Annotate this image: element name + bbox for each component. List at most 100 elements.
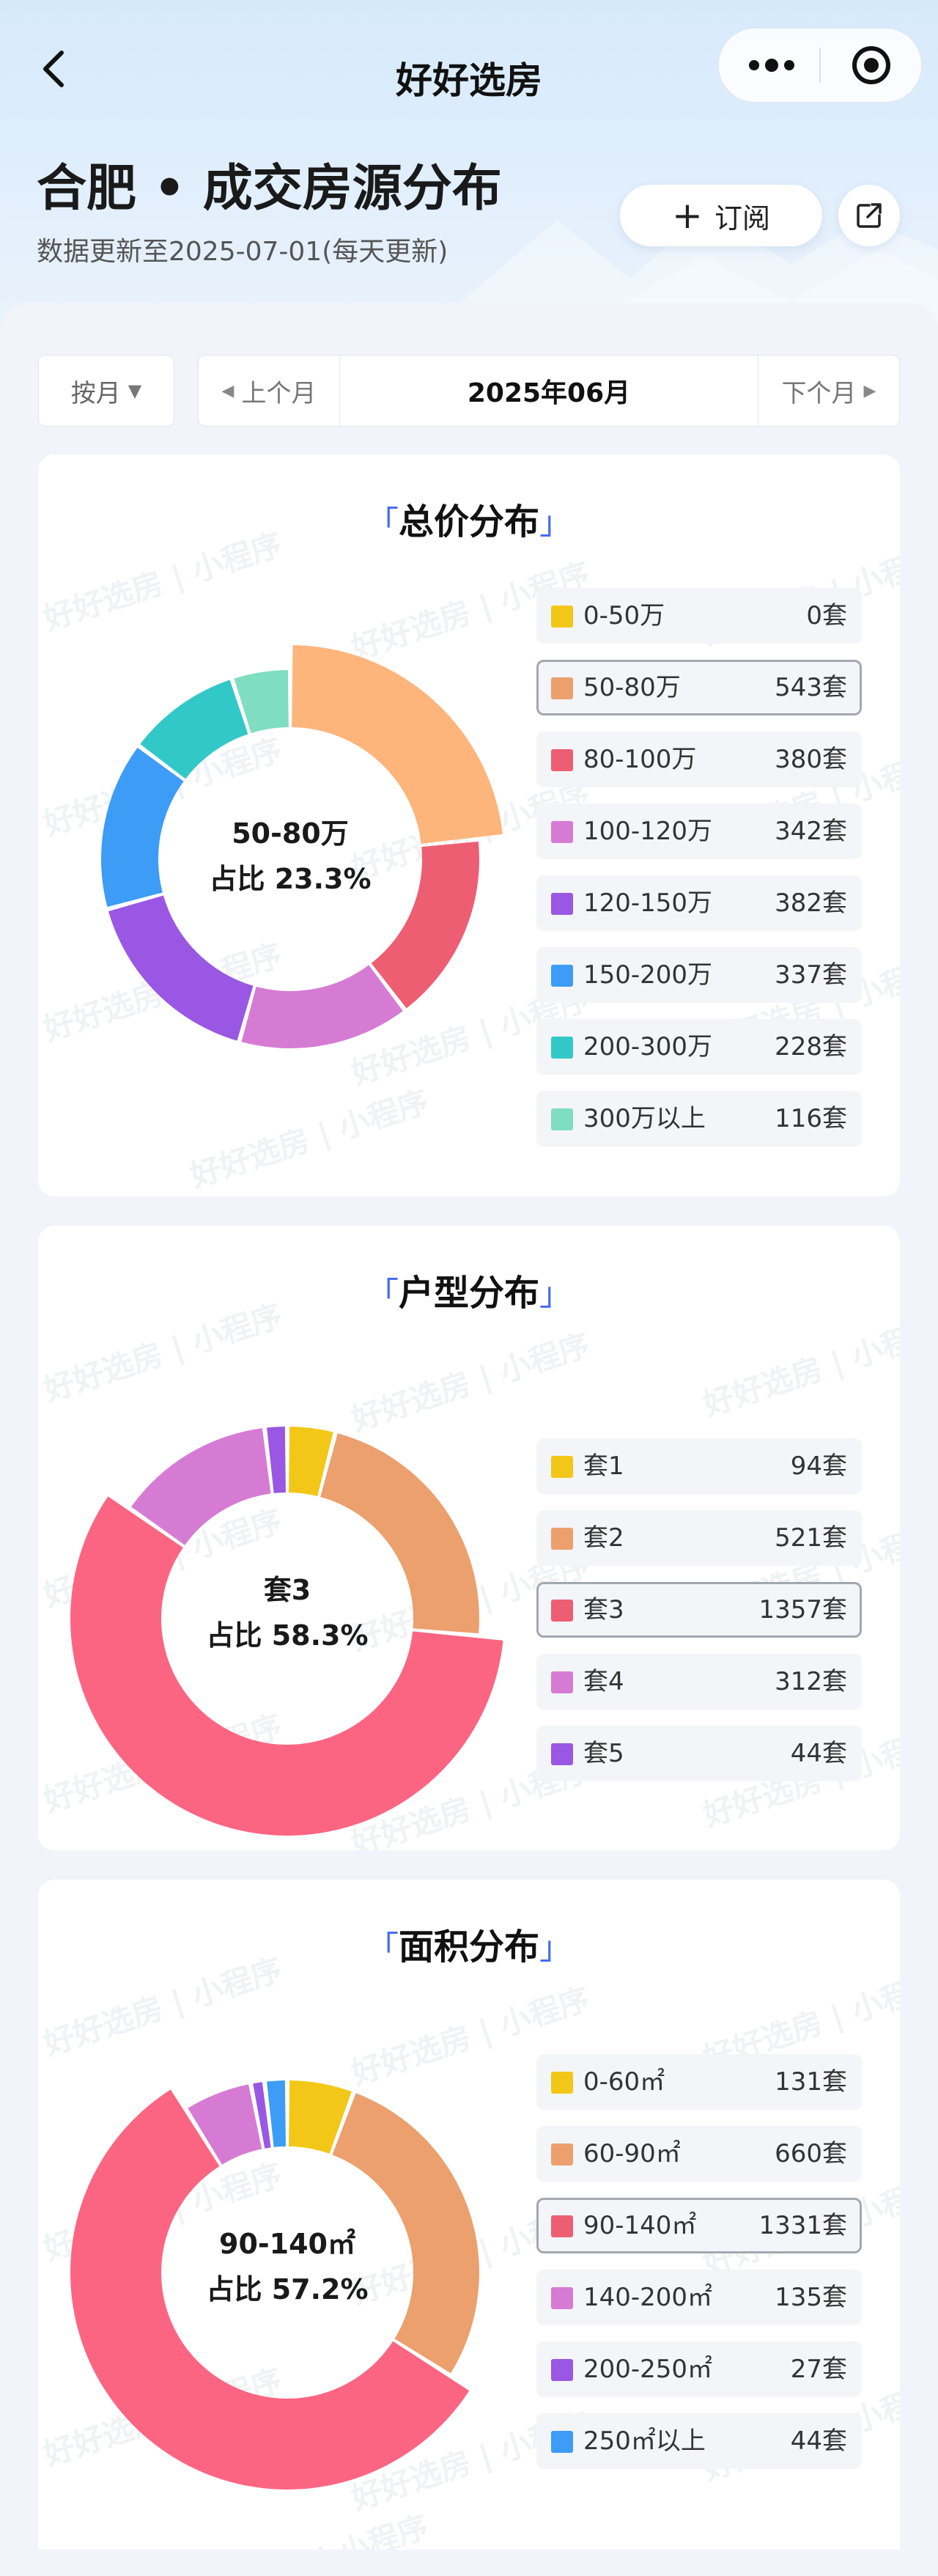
watermark-text: 好好选房	[698, 1350, 827, 1423]
legend-count: 0套	[806, 601, 847, 630]
donut-slice[interactable]	[140, 680, 248, 779]
legend-count: 337套	[775, 960, 847, 990]
legend-label: 0-50万	[583, 601, 665, 630]
donut-slice[interactable]	[320, 1433, 479, 1634]
watermark: 好好选房 | 小程序	[697, 1306, 900, 1425]
legend-label: 150-200万	[583, 960, 713, 990]
back-arrow-icon[interactable]	[32, 47, 76, 91]
legend-item[interactable]: 140-200㎡ 135套	[536, 2270, 862, 2325]
legend-item[interactable]: 300万以上 116套	[536, 1091, 862, 1147]
legend-item[interactable]: 套4 312套	[536, 1654, 862, 1710]
legend-swatch	[551, 749, 573, 771]
watermark-text: 好好选房	[39, 564, 168, 637]
legend-item[interactable]: 50-80万 543套	[536, 660, 862, 715]
legend-item[interactable]: 套2 521套	[536, 1510, 862, 1566]
legend-item[interactable]: 60-90㎡ 660套	[536, 2126, 862, 2182]
donut-slice[interactable]	[234, 670, 289, 734]
donut-slice[interactable]	[108, 895, 254, 1041]
donut-slice[interactable]	[289, 2080, 352, 2154]
donut-slice[interactable]	[292, 645, 503, 844]
watermark-text: 小程序	[333, 1083, 433, 1147]
donut-slice[interactable]	[253, 2082, 271, 2149]
center-share: 占比 23.3%	[209, 863, 372, 895]
capsule-divider	[819, 48, 821, 83]
donut-slice[interactable]	[70, 1496, 503, 1836]
card-title: 户型分布	[398, 1273, 539, 1314]
nav-title: 好好选房	[396, 59, 542, 102]
watermark-text: 小程序	[846, 1965, 900, 2029]
legend: 0-50万 0套 50-80万 543套 80-100万 380套 100-120万 342套…	[536, 588, 862, 1163]
card-title: 总价分布	[398, 501, 539, 542]
legend-label: 250㎡以上	[583, 2426, 706, 2456]
donut-slice[interactable]	[131, 1428, 271, 1545]
legend-swatch	[551, 1108, 573, 1130]
prev-month-button[interactable]: ◀ 上个月	[199, 356, 340, 426]
legend-swatch	[551, 965, 573, 987]
donut-slice[interactable]	[371, 841, 479, 1009]
donut-slice[interactable]	[70, 2089, 470, 2489]
donut-slice[interactable]	[267, 1427, 286, 1493]
close-target-icon[interactable]	[851, 45, 892, 86]
legend-item[interactable]: 套1 94套	[536, 1438, 862, 1494]
watermark-text: 小程序	[333, 2508, 433, 2550]
legend-item[interactable]: 0-60㎡ 131套	[536, 2054, 862, 2110]
legend-count: 44套	[790, 2426, 847, 2456]
donut-slice[interactable]	[100, 747, 184, 908]
period-mode-label: 按月	[70, 378, 121, 408]
bracket-open: 「	[366, 504, 399, 542]
period-mode-select[interactable]: 按月 ▼	[38, 355, 174, 427]
more-dots-icon[interactable]	[748, 51, 795, 80]
legend-item[interactable]: 80-100万 380套	[536, 732, 862, 787]
legend-item[interactable]: 90-140㎡ 1331套	[536, 2198, 862, 2253]
prev-month-label: 上个月	[241, 378, 317, 408]
donut-slice[interactable]	[188, 2084, 262, 2165]
legend-label: 套4	[583, 1667, 624, 1696]
legend-swatch	[551, 2431, 573, 2453]
legend-count: 131套	[775, 2067, 847, 2097]
center-label: 套3	[263, 1574, 311, 1606]
watermark-text: 小程序	[495, 1980, 594, 2044]
donut-chart-total-price	[100, 645, 503, 1048]
legend-item[interactable]: 200-300万 228套	[536, 1019, 862, 1075]
legend-count: 543套	[775, 673, 847, 702]
filter-row: 按月 ▼ ◀ 上个月 2025年06月 下个月 ▶	[38, 355, 900, 427]
legend-item[interactable]: 150-200万 337套	[536, 947, 862, 1003]
legend-swatch	[551, 1456, 573, 1478]
current-month: 2025年06月	[467, 378, 631, 408]
bracket-open: 「	[366, 1929, 399, 1967]
watermark-text: 小程序	[846, 1311, 900, 1375]
legend-item[interactable]: 套5 44套	[536, 1726, 862, 1781]
donut-slice[interactable]	[241, 965, 403, 1048]
legend-swatch	[551, 2072, 573, 2094]
legend-count: 1331套	[758, 2211, 847, 2240]
legend-label: 300万以上	[583, 1104, 706, 1133]
legend-label: 60-90㎡	[583, 2139, 681, 2168]
donut-slice[interactable]	[332, 2093, 479, 2374]
center-label: 50-80万	[232, 817, 349, 850]
legend-item[interactable]: 0-50万 0套	[536, 588, 862, 644]
legend-swatch	[551, 893, 573, 915]
legend-item[interactable]: 套3 1357套	[536, 1582, 862, 1638]
legend-count: 380套	[775, 745, 847, 774]
share-button[interactable]	[838, 185, 900, 246]
donut-slice[interactable]	[267, 2080, 286, 2147]
legend-item[interactable]: 120-150万 382套	[536, 875, 862, 931]
legend-swatch	[551, 2143, 573, 2165]
legend-item[interactable]: 250㎡以上 44套	[536, 2413, 862, 2469]
bracket-close: 」	[539, 1276, 572, 1313]
legend-swatch	[551, 1671, 573, 1693]
center-share: 占比 57.2%	[206, 2273, 369, 2305]
next-month-button[interactable]: 下个月 ▶	[758, 356, 899, 426]
watermark-text: 小程序	[495, 1326, 594, 1390]
nav-bar: 好好选房	[0, 22, 938, 110]
legend-label: 200-250㎡	[583, 2355, 713, 2384]
legend-count: 27套	[790, 2355, 847, 2384]
legend-item[interactable]: 100-120万 342套	[536, 803, 862, 859]
subscribe-button[interactable]: + 订阅	[620, 185, 822, 246]
legend-item[interactable]: 200-250㎡ 27套	[536, 2341, 862, 2397]
donut-chart-area	[70, 2080, 479, 2489]
legend-count: 94套	[790, 1451, 847, 1481]
legend-swatch	[551, 1743, 573, 1765]
donut-slice[interactable]	[289, 1427, 333, 1496]
